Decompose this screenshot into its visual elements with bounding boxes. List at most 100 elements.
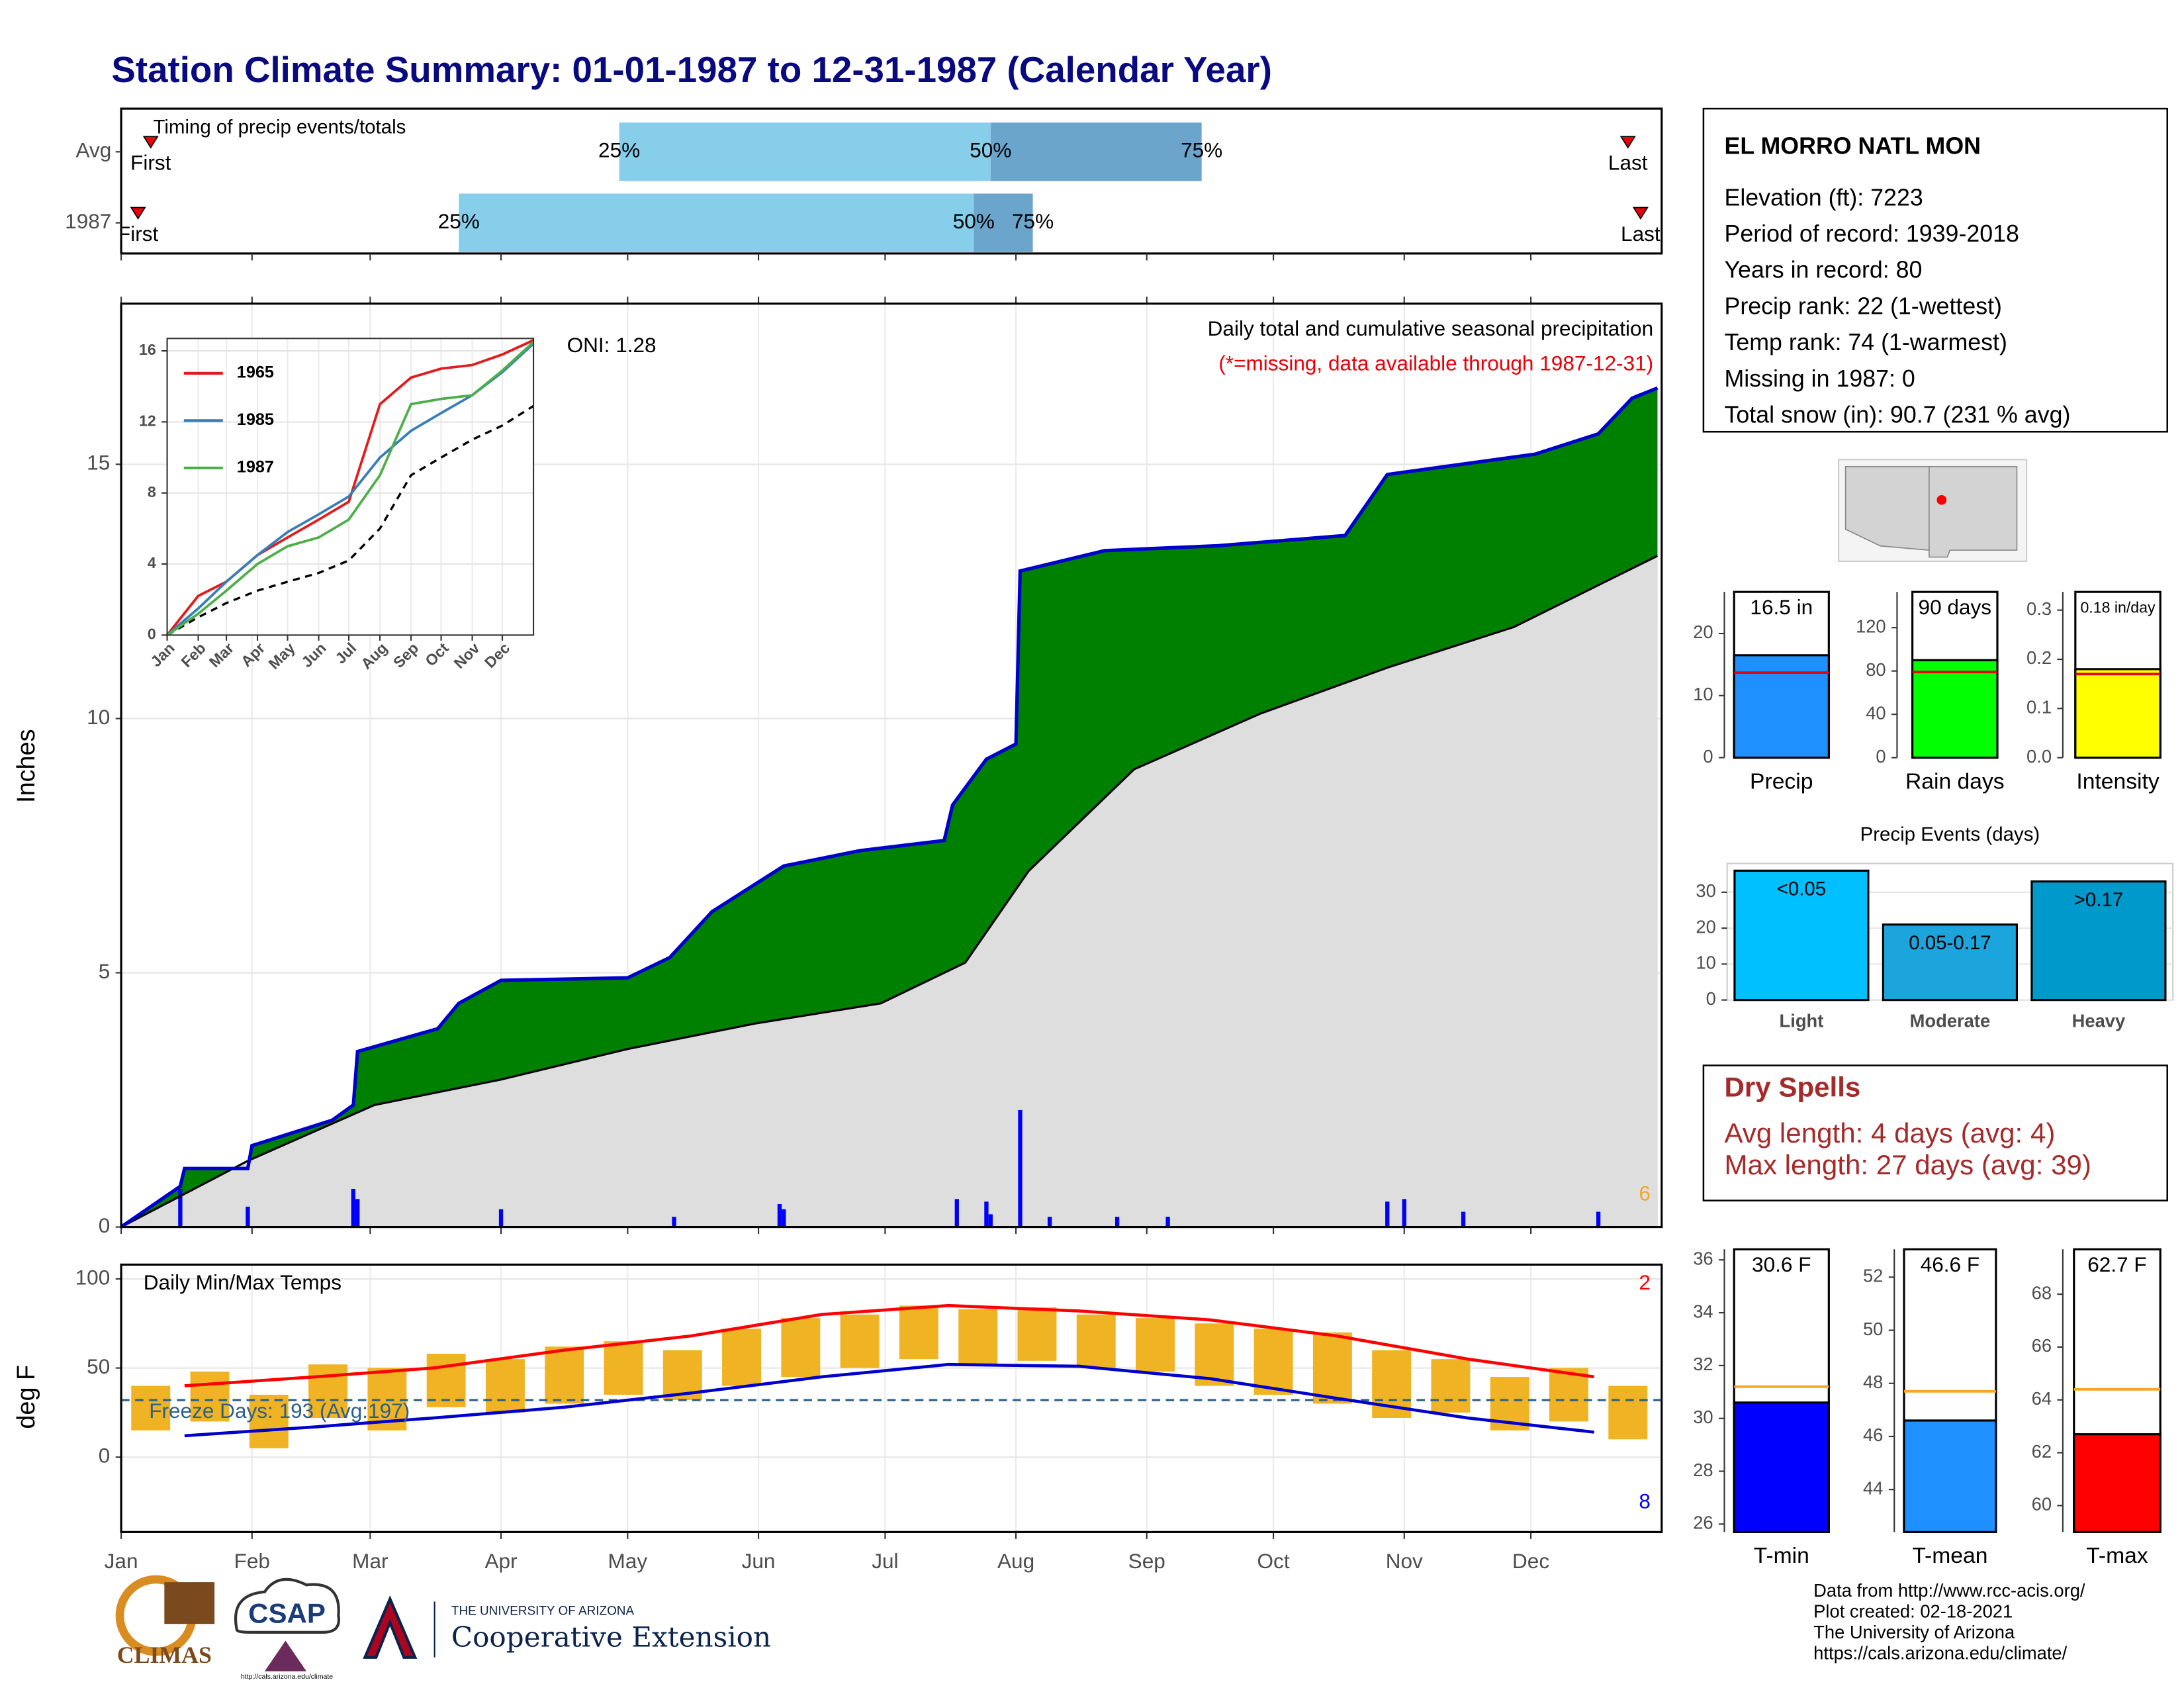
bar [2030,880,2167,1002]
y-tick-label: 4 [148,554,156,571]
x-tick-label: Mar [352,1549,388,1573]
legend-label: 1987 [237,458,274,477]
dry-spells-box [1702,1064,2169,1201]
daily-bar [672,1217,676,1227]
freeze-annotation: Freeze Days: 193 (Avg:197) [149,1399,410,1423]
daily-bar [1461,1211,1466,1227]
daily-range-bar [308,1364,348,1418]
footer-line: The University of Arizona [1813,1622,2015,1642]
daily-range-bar [249,1394,289,1448]
quantile-label: 50% [953,209,995,233]
y-tick-label: 68 [2032,1282,2052,1303]
y-tick-label: 16 [139,341,156,358]
y-tick-label: 32 [1693,1354,1713,1374]
category-label: T-min [1754,1544,1809,1568]
chart-subtitle: (*=missing, data available through 1987-… [1218,352,1653,375]
daily-bar [1115,1217,1120,1227]
y-tick-label: 46 [1863,1425,1883,1445]
bar [1733,1401,1830,1533]
daily-bar [988,1214,993,1227]
quantile-label: 25% [438,209,480,233]
daily-bar [984,1201,989,1227]
y-axis-label: deg F [13,1365,40,1429]
climas-logo-text: CLIMAS [117,1642,212,1668]
x-tick-label: Feb [234,1549,270,1573]
y-tick-label: 10 [1693,684,1713,704]
y-tick-label: 5 [99,959,111,983]
footer-line: Data from http://www.rcc-acis.org/ [1813,1580,2085,1601]
daily-range-bar [1136,1318,1175,1372]
marker-label: Last [1608,151,1648,175]
daily-bar [1165,1217,1170,1227]
event-marker [1632,207,1649,220]
y-tick-label: 12 [139,412,156,429]
average-line [166,404,534,636]
value-label: 16.5 in [1750,595,1813,619]
daily-bar [355,1199,360,1227]
y-tick-label: 0 [1876,746,1886,767]
bin-label: 0.05-0.17 [1909,932,1991,954]
record-high-count: 2 [1639,1270,1651,1294]
bar [1733,654,1830,759]
daily-bar [954,1199,959,1227]
y-tick-label: 0 [99,1213,111,1237]
y-tick-label: 64 [2032,1388,2052,1409]
footer-line: Plot created: 02-18-2021 [1813,1601,2013,1622]
dry-spells-title: Dry Spells [1724,1071,1860,1102]
station-line: Temp rank: 74 (1-warmest) [1724,329,2007,355]
bar [1733,869,1870,1002]
quantile-label: 50% [970,138,1011,162]
daily-range-bar [190,1371,230,1422]
observed-line [120,386,1659,1229]
bin-label: >0.17 [2074,889,2124,911]
location-map [1838,459,2028,562]
y-tick-label: 40 [1866,702,1886,723]
marker-label: Last [1621,222,1661,246]
daily-range-bar [781,1318,821,1378]
y-tick-label: 20 [1696,916,1715,937]
daily-bar [782,1209,786,1227]
y-tick-label: 48 [1863,1372,1883,1392]
y-tick-label: 66 [2032,1335,2052,1356]
y-tick-label: 0 [148,626,156,643]
y-tick-label: 8 [148,483,156,500]
daily-range-bar [1312,1332,1352,1404]
daily-range-bar [1608,1385,1648,1440]
marker-label: First [118,222,159,246]
daily-bar [1402,1199,1406,1227]
dry-spells-line: Avg length: 4 days (avg: 4) [1724,1117,2055,1149]
climas-icon-block [164,1582,215,1624]
chart-title: Daily total and cumulative seasonal prec… [1208,316,1653,340]
bar [1911,659,1999,759]
x-tick-label: Apr [484,1549,517,1573]
y-tick-label: 30 [1693,1407,1713,1427]
y-tick-label: 44 [1863,1477,1883,1498]
bar [1882,923,2019,1002]
cumulative-area [121,555,1658,1227]
dry-spells-line: Max length: 27 days (avg: 39) [1724,1149,2091,1180]
daily-range-bar [722,1329,762,1386]
daily-bar [777,1204,782,1227]
station-line: Missing in 1987: 0 [1724,365,1915,392]
category-label: T-max [2086,1544,2148,1568]
page-title: Station Climate Summary: 01-01-1987 to 1… [111,49,1272,90]
daily-bar [498,1209,504,1227]
oni-annotation: ONI: 1.28 [567,333,657,357]
value-label: 0.18 in/day [2080,599,2156,616]
record-low-count: 8 [1639,1489,1651,1513]
ua-logo [363,1595,418,1659]
chart-title: Daily Min/Max Temps [144,1270,341,1294]
daily-range-bar [840,1314,880,1368]
category-label: Heavy [2072,1011,2126,1031]
quantile-bar [619,122,991,181]
y-tick-label: 30 [1696,880,1715,901]
y-tick-label: 60 [2032,1494,2052,1515]
y-tick-label: 0 [1706,988,1716,1009]
y-tick-label: 20 [1693,622,1713,642]
series-line [166,341,535,636]
station-lines: Elevation (ft): 7223 Period of record: 19… [1724,184,2070,428]
daily-range-bar [485,1359,525,1413]
y-tick-label: 120 [1856,616,1886,636]
x-tick-label: Jun [742,1549,776,1573]
y-axis-label: Inches [13,729,40,803]
